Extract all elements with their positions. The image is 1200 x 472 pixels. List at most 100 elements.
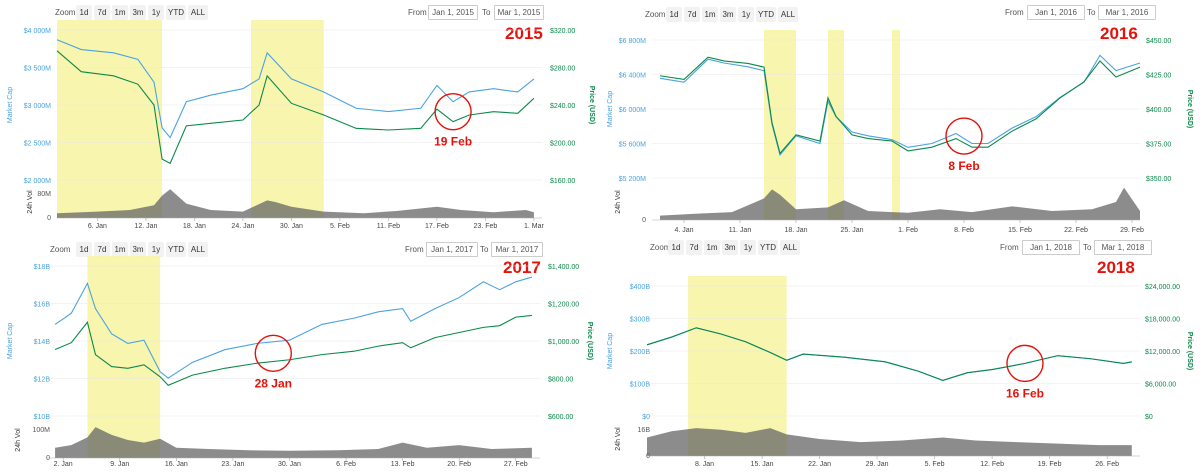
zoom-1d-button[interactable]: 1d bbox=[668, 240, 684, 255]
zoom-7d-button[interactable]: 7d bbox=[686, 240, 702, 255]
zoom-7d-button[interactable]: 7d bbox=[94, 5, 110, 20]
volume-axis-title: 24h Vol bbox=[615, 427, 622, 451]
highlight-band bbox=[251, 20, 324, 218]
zoom-1y-button[interactable]: 1y bbox=[738, 7, 754, 22]
zoom-1d-button[interactable]: 1d bbox=[76, 242, 92, 257]
x-tick-label: 5. Feb bbox=[925, 461, 945, 468]
zoom-1y-button[interactable]: 1y bbox=[740, 240, 756, 255]
to-date-input[interactable]: Mar 1, 2017 bbox=[491, 242, 543, 257]
zoom-1m-button[interactable]: 1m bbox=[702, 7, 718, 22]
from-date-input[interactable]: Jan 1, 2015 bbox=[428, 5, 478, 20]
market-cap-tick-label: $0 bbox=[642, 414, 650, 421]
x-tick-label: 30. Jan bbox=[280, 223, 303, 230]
price-line bbox=[54, 314, 532, 386]
volume-axis-title: 24h Vol bbox=[27, 190, 34, 214]
zoom-1m-button[interactable]: 1m bbox=[112, 242, 128, 257]
x-tick-label: 8. Jan bbox=[695, 461, 714, 468]
price-tick-label: $800.00 bbox=[548, 377, 573, 384]
price-tick-label: $6,000.00 bbox=[1145, 382, 1176, 389]
market-cap-tick-label: $5 200M bbox=[619, 176, 646, 183]
to-label: To bbox=[1083, 243, 1092, 252]
zoom-ytd-button[interactable]: YTD bbox=[166, 5, 186, 20]
from-label: From bbox=[1000, 243, 1019, 252]
year-label: 2017 bbox=[503, 258, 541, 277]
zoom-label: Zoom bbox=[645, 10, 666, 19]
chart-svg-2015: $4 000M $3 500M $3 000M $2 500M $2 000M $320.… bbox=[7, 20, 595, 230]
highlight-band bbox=[892, 30, 900, 220]
market-cap-tick-label: $2 500M bbox=[24, 141, 51, 148]
chart-svg-2017: $18B $16B $14B $12B $10B $1,400.00 $1,200.00 $1… bbox=[7, 256, 593, 468]
volume-area bbox=[55, 427, 532, 458]
x-tick-label: 18. Jan bbox=[183, 223, 206, 230]
zoom-label: Zoom bbox=[55, 8, 76, 17]
zoom-3m-button[interactable]: 3m bbox=[130, 5, 146, 20]
annotation-label: 16 Feb bbox=[1006, 386, 1044, 400]
zoom-all-button[interactable]: ALL bbox=[188, 242, 208, 257]
volume-tick-label: 80M bbox=[37, 191, 51, 198]
zoom-7d-button[interactable]: 7d bbox=[684, 7, 700, 22]
zoom-3m-button[interactable]: 3m bbox=[720, 7, 736, 22]
x-tick-label: 16. Jan bbox=[165, 461, 188, 468]
x-tick-label: 15. Feb bbox=[1008, 227, 1032, 234]
zoom-7d-button[interactable]: 7d bbox=[94, 242, 110, 257]
market-cap-tick-label: $5 600M bbox=[619, 142, 646, 149]
price-tick-label: $1,000.00 bbox=[548, 339, 579, 346]
to-label: To bbox=[480, 245, 489, 254]
to-date-input[interactable]: Mar 1, 2018 bbox=[1094, 240, 1152, 255]
from-date-input[interactable]: Jan 1, 2016 bbox=[1027, 5, 1085, 20]
price-tick-label: $12,000.00 bbox=[1145, 349, 1180, 356]
x-tick-label: 23. Jan bbox=[221, 461, 244, 468]
x-tick-label: 11. Feb bbox=[377, 223, 400, 230]
from-date-input[interactable]: Jan 1, 2018 bbox=[1022, 240, 1080, 255]
x-tick-label: 15. Jan bbox=[751, 461, 774, 468]
zoom-label: Zoom bbox=[50, 245, 71, 254]
zoom-1y-button[interactable]: 1y bbox=[148, 242, 164, 257]
zoom-1m-button[interactable]: 1m bbox=[112, 5, 128, 20]
price-tick-label: $200.00 bbox=[550, 141, 575, 148]
year-label: 2016 bbox=[1100, 24, 1138, 43]
zoom-3m-button[interactable]: 3m bbox=[130, 242, 146, 257]
chart-svg-2016: $6 800M $6 400M $6 000M $5 600M $5 200M $450.… bbox=[607, 30, 1193, 234]
x-tick-label: 9. Jan bbox=[110, 461, 129, 468]
price-tick-label: $350.00 bbox=[1146, 176, 1171, 183]
price-tick-label: $450.00 bbox=[1146, 38, 1171, 45]
zoom-1d-button[interactable]: 1d bbox=[666, 7, 682, 22]
volume-area bbox=[660, 187, 1140, 220]
price-tick-label: $425.00 bbox=[1146, 73, 1171, 80]
market-cap-tick-label: $400B bbox=[630, 284, 651, 291]
annotation-circle bbox=[945, 117, 983, 155]
to-date-input[interactable]: Mar 1, 2016 bbox=[1098, 5, 1156, 20]
from-date-input[interactable]: Jan 1, 2017 bbox=[426, 242, 478, 257]
chart-panel-2016: Zoom 1d 7d 1m 3m 1y YTD ALL From Jan 1, … bbox=[600, 0, 1200, 236]
zoom-ytd-button[interactable]: YTD bbox=[756, 7, 776, 22]
volume-axis-title: 24h Vol bbox=[15, 428, 22, 452]
volume-area bbox=[57, 189, 534, 218]
annotation-label: 19 Feb bbox=[434, 135, 472, 149]
market-cap-tick-label: $100B bbox=[630, 382, 651, 389]
zoom-1m-button[interactable]: 1m bbox=[704, 240, 720, 255]
year-label: 2018 bbox=[1097, 258, 1135, 277]
zoom-3m-button[interactable]: 3m bbox=[722, 240, 738, 255]
x-tick-label: 19. Feb bbox=[1038, 461, 1062, 468]
x-tick-label: 4. Jan bbox=[674, 227, 693, 234]
market-cap-tick-label: $200B bbox=[630, 349, 651, 356]
from-label: From bbox=[405, 245, 424, 254]
x-tick-label: 22. Feb bbox=[1064, 227, 1088, 234]
zoom-all-button[interactable]: ALL bbox=[188, 5, 208, 20]
zoom-1y-button[interactable]: 1y bbox=[148, 5, 164, 20]
zoom-ytd-button[interactable]: YTD bbox=[758, 240, 778, 255]
zoom-ytd-button[interactable]: YTD bbox=[166, 242, 186, 257]
market-cap-tick-label: $10B bbox=[34, 414, 51, 421]
volume-tick-label: 16B bbox=[638, 427, 651, 434]
price-tick-label: $375.00 bbox=[1146, 142, 1171, 149]
zoom-all-button[interactable]: ALL bbox=[778, 7, 798, 22]
price-tick-label: $24,000.00 bbox=[1145, 284, 1180, 291]
market-cap-axis-title: Market Cap bbox=[607, 333, 614, 369]
to-label: To bbox=[482, 8, 491, 17]
zoom-1d-button[interactable]: 1d bbox=[76, 5, 92, 20]
volume-area bbox=[647, 428, 1132, 456]
market-cap-line bbox=[54, 276, 533, 379]
zoom-all-button[interactable]: ALL bbox=[780, 240, 800, 255]
market-cap-tick-label: $4 000M bbox=[24, 28, 51, 35]
to-date-input[interactable]: Mar 1, 2015 bbox=[494, 5, 544, 20]
